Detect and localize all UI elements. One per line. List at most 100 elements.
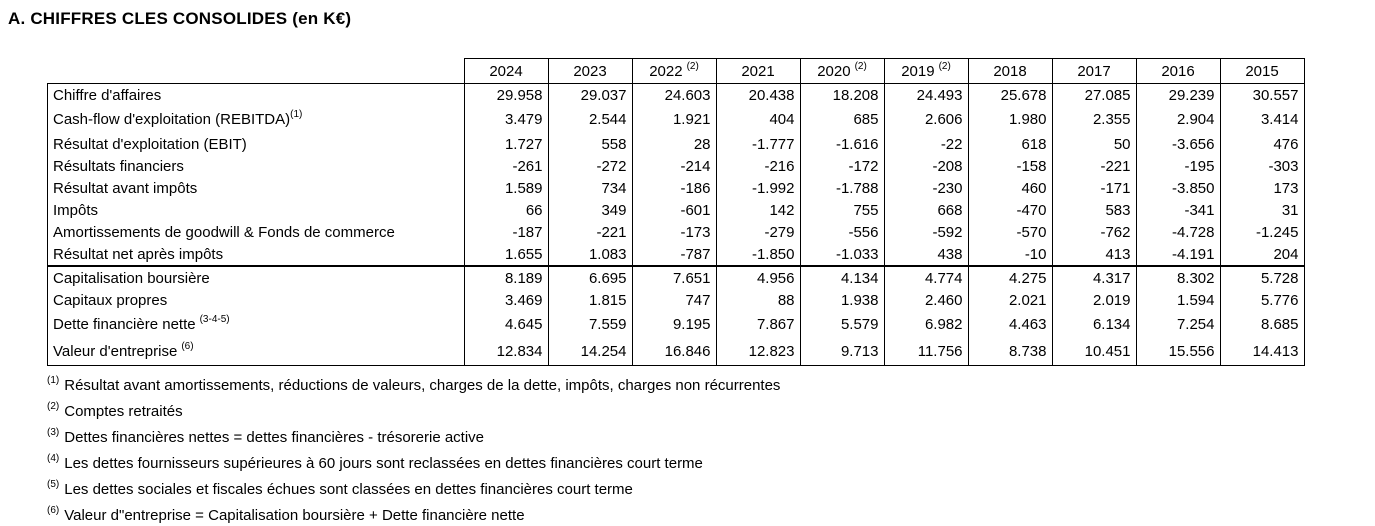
footnote-text: Comptes retraités: [64, 403, 183, 420]
footnote-line: (4) Les dettes fournisseurs supérieures à…: [47, 451, 1375, 477]
row-label: Capitalisation boursière: [47, 265, 465, 289]
value-cell: 413: [1051, 243, 1137, 266]
year-column-header: 2019 (2): [883, 58, 969, 84]
row-label: Capitaux propres: [47, 289, 465, 311]
footnote-text: Les dettes sociales et fiscales échues s…: [64, 481, 633, 498]
footnote-text: Les dettes fournisseurs supérieures à 60…: [64, 455, 703, 472]
value-cell: 20.438: [715, 83, 801, 106]
value-cell: -216: [715, 155, 801, 177]
value-cell: 2.544: [547, 106, 633, 133]
value-cell: 25.678: [967, 83, 1053, 106]
cell-text: Impôts: [53, 201, 99, 219]
cell-text: 2020: [817, 62, 851, 80]
row-label: Amortissements de goodwill & Fonds de co…: [47, 221, 465, 243]
footnote-ref: (3-4-5): [199, 314, 230, 325]
row-label: Cash-flow d'exploitation (REBITDA)(1): [47, 106, 465, 133]
value-cell: 8.302: [1135, 265, 1221, 289]
value-cell: 558: [547, 133, 633, 155]
value-cell: -172: [799, 155, 885, 177]
value-cell: 24.603: [631, 83, 717, 106]
footnote-ref: (2): [854, 60, 867, 72]
value-cell: 142: [715, 199, 801, 221]
value-cell: 1.938: [799, 289, 885, 311]
value-cell: 29.958: [463, 83, 549, 106]
footnote-marker: (1): [47, 375, 60, 386]
row-label: Résultat net après impôts: [47, 243, 465, 266]
value-cell: 7.559: [547, 311, 633, 338]
value-cell: 1.921: [631, 106, 717, 133]
value-cell: -762: [1051, 221, 1137, 243]
value-cell: 28: [631, 133, 717, 155]
footnotes: (1) Résultat avant amortissements, réduct…: [47, 373, 1375, 526]
year-column-header: 2015: [1219, 58, 1305, 84]
row-label: Chiffre d'affaires: [47, 83, 465, 106]
value-cell: 685: [799, 106, 885, 133]
value-cell: 31: [1219, 199, 1305, 221]
footnote-marker: (5): [47, 479, 60, 490]
footnote-line: (3) Dettes financières nettes = dettes fi…: [47, 425, 1375, 451]
value-cell: -195: [1135, 155, 1221, 177]
footnote-text: Dettes financières nettes = dettes finan…: [64, 429, 485, 446]
value-cell: 4.774: [883, 265, 969, 289]
value-cell: 4.645: [463, 311, 549, 338]
table-row: Résultat net après impôts 1.655 1.083 -787-…: [47, 243, 1305, 266]
cell-text: 2016: [1161, 62, 1195, 80]
footnote-text: Résultat avant amortissements, réduction…: [64, 377, 781, 394]
cell-text: Capitaux propres: [53, 291, 168, 309]
value-cell: 9.713: [799, 338, 885, 366]
key-figures-table: 2024 2023 2022 (2) 2021 2020 (2) 2019 (2) 2018 201…: [47, 58, 1305, 366]
year-column-header: 2021: [715, 58, 801, 84]
value-cell: -787: [631, 243, 717, 266]
value-cell: -261: [463, 155, 549, 177]
value-cell: 10.451: [1051, 338, 1137, 366]
cell-text: Résultat d'exploitation (EBIT): [53, 135, 247, 153]
footnote-line: (1) Résultat avant amortissements, réduct…: [47, 373, 1375, 399]
table-row: Résultats financiers -261 -272 -214 -216 -172…: [47, 155, 1305, 177]
value-cell: -22: [883, 133, 969, 155]
value-cell: 5.728: [1219, 265, 1305, 289]
page-title: A. CHIFFRES CLES CONSOLIDES (en K€): [8, 9, 352, 28]
cell-text: Résultat avant impôts: [53, 179, 198, 197]
value-cell: 1.589: [463, 177, 549, 199]
footnote-line: (6) Valeur d"entreprise = Capitalisation …: [47, 503, 1375, 526]
cell-text: 2017: [1077, 62, 1111, 80]
row-label: Impôts: [47, 199, 465, 221]
value-cell: 50: [1051, 133, 1137, 155]
row-label: Résultat d'exploitation (EBIT): [47, 133, 465, 155]
value-cell: 3.479: [463, 106, 549, 133]
footnote-ref: (1): [290, 109, 303, 120]
value-cell: 6.134: [1051, 311, 1137, 338]
value-cell: 7.254: [1135, 311, 1221, 338]
cell-text: 2021: [741, 62, 775, 80]
value-cell: -171: [1051, 177, 1137, 199]
value-cell: -221: [547, 221, 633, 243]
table-row: Amortissements de goodwill & Fonds de co…: [47, 221, 1305, 243]
value-cell: -1.245: [1219, 221, 1305, 243]
value-cell: 12.834: [463, 338, 549, 366]
value-cell: 14.413: [1219, 338, 1305, 366]
value-cell: 5.776: [1219, 289, 1305, 311]
value-cell: -10: [967, 243, 1053, 266]
table-row: Capitaux propres 3.469 1.815 747 88 1.938 2.46…: [47, 289, 1305, 311]
value-cell: 476: [1219, 133, 1305, 155]
value-cell: 5.579: [799, 311, 885, 338]
table-row: Résultat avant impôts 1.589 734 -186 -1.992-…: [47, 177, 1305, 199]
value-cell: 12.823: [715, 338, 801, 366]
cell-text: Chiffre d'affaires: [53, 86, 162, 104]
year-column-header: 2022 (2): [631, 58, 717, 84]
value-cell: 583: [1051, 199, 1137, 221]
corner-cell: [47, 58, 464, 84]
year-header-row: 2024 2023 2022 (2) 2021 2020 (2) 2019 (2) 2018 201…: [47, 58, 1305, 84]
value-cell: -592: [883, 221, 969, 243]
value-cell: -570: [967, 221, 1053, 243]
value-cell: -187: [463, 221, 549, 243]
value-cell: 438: [883, 243, 969, 266]
value-cell: 30.557: [1219, 83, 1305, 106]
value-cell: 27.085: [1051, 83, 1137, 106]
cell-text: 2024: [489, 62, 523, 80]
value-cell: 618: [967, 133, 1053, 155]
value-cell: 15.556: [1135, 338, 1221, 366]
value-cell: 29.239: [1135, 83, 1221, 106]
value-cell: 204: [1219, 243, 1305, 266]
cell-text: 2018: [993, 62, 1027, 80]
